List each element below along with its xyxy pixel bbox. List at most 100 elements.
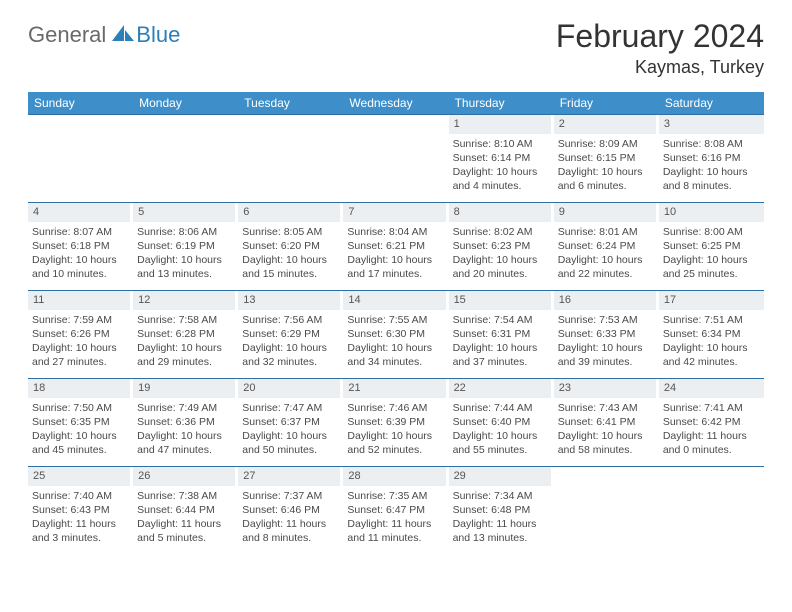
day-line: Sunset: 6:39 PM [347,415,442,429]
day-line: Daylight: 10 hours [347,429,442,443]
day-body: Sunrise: 7:51 AMSunset: 6:34 PMDaylight:… [659,310,764,376]
day-line: Sunset: 6:36 PM [137,415,232,429]
day-body: Sunrise: 8:05 AMSunset: 6:20 PMDaylight:… [238,222,343,288]
day-number: 28 [343,467,448,486]
day-body: Sunrise: 7:47 AMSunset: 6:37 PMDaylight:… [238,398,343,464]
day-line: Sunset: 6:28 PM [137,327,232,341]
day-cell: 15Sunrise: 7:54 AMSunset: 6:31 PMDayligh… [449,291,554,379]
day-line: Sunset: 6:40 PM [453,415,548,429]
day-number: 3 [659,115,764,134]
day-number: 22 [449,379,554,398]
day-body: Sunrise: 7:37 AMSunset: 6:46 PMDaylight:… [238,486,343,552]
day-line: Sunrise: 7:44 AM [453,401,548,415]
day-line: and 15 minutes. [242,267,337,281]
weekday-header-row: SundayMondayTuesdayWednesdayThursdayFrid… [28,92,764,115]
day-cell [343,115,448,203]
day-cell: 18Sunrise: 7:50 AMSunset: 6:35 PMDayligh… [28,379,133,467]
day-line: Sunset: 6:33 PM [558,327,653,341]
day-line: Sunset: 6:42 PM [663,415,758,429]
day-cell [133,115,238,203]
day-cell: 25Sunrise: 7:40 AMSunset: 6:43 PMDayligh… [28,467,133,555]
day-line: Sunset: 6:15 PM [558,151,653,165]
day-line: and 13 minutes. [453,531,548,545]
day-cell: 19Sunrise: 7:49 AMSunset: 6:36 PMDayligh… [133,379,238,467]
day-line: Sunrise: 8:07 AM [32,225,127,239]
day-number: 1 [449,115,554,134]
day-number: 2 [554,115,659,134]
day-line: Daylight: 10 hours [32,341,127,355]
day-line: Sunrise: 7:38 AM [137,489,232,503]
logo: General Blue [28,18,180,48]
day-line: Daylight: 11 hours [663,429,758,443]
day-line: Sunset: 6:44 PM [137,503,232,517]
day-body: Sunrise: 7:41 AMSunset: 6:42 PMDaylight:… [659,398,764,464]
day-line: Sunrise: 7:55 AM [347,313,442,327]
day-line: Daylight: 11 hours [453,517,548,531]
day-number: 8 [449,203,554,222]
day-number: 4 [28,203,133,222]
day-line: and 39 minutes. [558,355,653,369]
day-number: 15 [449,291,554,310]
day-body: Sunrise: 7:38 AMSunset: 6:44 PMDaylight:… [133,486,238,552]
day-body: Sunrise: 7:53 AMSunset: 6:33 PMDaylight:… [554,310,659,376]
day-body: Sunrise: 8:09 AMSunset: 6:15 PMDaylight:… [554,134,659,200]
day-line: Sunset: 6:30 PM [347,327,442,341]
day-cell: 3Sunrise: 8:08 AMSunset: 6:16 PMDaylight… [659,115,764,203]
day-line: Sunrise: 7:43 AM [558,401,653,415]
day-line: Sunrise: 8:02 AM [453,225,548,239]
day-line: Daylight: 10 hours [137,429,232,443]
day-body: Sunrise: 7:34 AMSunset: 6:48 PMDaylight:… [449,486,554,552]
day-line: Sunrise: 7:54 AM [453,313,548,327]
day-body: Sunrise: 7:49 AMSunset: 6:36 PMDaylight:… [133,398,238,464]
day-line: Sunset: 6:16 PM [663,151,758,165]
day-number: 11 [28,291,133,310]
day-cell: 16Sunrise: 7:53 AMSunset: 6:33 PMDayligh… [554,291,659,379]
day-line: Sunset: 6:41 PM [558,415,653,429]
day-line: Sunrise: 7:37 AM [242,489,337,503]
day-line: and 45 minutes. [32,443,127,457]
day-line: Sunset: 6:48 PM [453,503,548,517]
day-number: 19 [133,379,238,398]
day-line: Daylight: 10 hours [453,341,548,355]
day-number: 20 [238,379,343,398]
day-number: 29 [449,467,554,486]
day-cell: 13Sunrise: 7:56 AMSunset: 6:29 PMDayligh… [238,291,343,379]
day-line: Daylight: 10 hours [347,253,442,267]
sail-icon [110,23,136,48]
day-number: 12 [133,291,238,310]
week-row: 11Sunrise: 7:59 AMSunset: 6:26 PMDayligh… [28,291,764,379]
logo-text-general: General [28,22,106,48]
day-number: 17 [659,291,764,310]
day-line: Sunrise: 7:51 AM [663,313,758,327]
day-line: Daylight: 10 hours [242,253,337,267]
day-cell: 27Sunrise: 7:37 AMSunset: 6:46 PMDayligh… [238,467,343,555]
day-number: 7 [343,203,448,222]
day-body: Sunrise: 7:58 AMSunset: 6:28 PMDaylight:… [133,310,238,376]
day-line: Sunset: 6:34 PM [663,327,758,341]
header: General Blue February 2024 Kaymas, Turke… [28,18,764,78]
day-line: Daylight: 10 hours [558,165,653,179]
day-cell: 1Sunrise: 8:10 AMSunset: 6:14 PMDaylight… [449,115,554,203]
day-line: Daylight: 10 hours [137,341,232,355]
day-line: and 27 minutes. [32,355,127,369]
day-body: Sunrise: 8:02 AMSunset: 6:23 PMDaylight:… [449,222,554,288]
day-line: Sunrise: 7:34 AM [453,489,548,503]
day-line: Sunset: 6:20 PM [242,239,337,253]
day-line: Daylight: 10 hours [558,341,653,355]
day-cell: 21Sunrise: 7:46 AMSunset: 6:39 PMDayligh… [343,379,448,467]
day-line: Sunrise: 7:47 AM [242,401,337,415]
day-line: Daylight: 10 hours [242,429,337,443]
day-line: Daylight: 11 hours [137,517,232,531]
day-line: Daylight: 10 hours [558,253,653,267]
day-line: and 58 minutes. [558,443,653,457]
calendar-table: SundayMondayTuesdayWednesdayThursdayFrid… [28,92,764,555]
day-line: Sunrise: 7:56 AM [242,313,337,327]
day-line: Daylight: 10 hours [453,165,548,179]
day-line: Daylight: 10 hours [453,253,548,267]
weekday-header: Saturday [659,92,764,115]
day-line: Sunset: 6:46 PM [242,503,337,517]
day-body: Sunrise: 8:04 AMSunset: 6:21 PMDaylight:… [343,222,448,288]
day-cell: 29Sunrise: 7:34 AMSunset: 6:48 PMDayligh… [449,467,554,555]
day-body: Sunrise: 8:00 AMSunset: 6:25 PMDaylight:… [659,222,764,288]
week-row: 18Sunrise: 7:50 AMSunset: 6:35 PMDayligh… [28,379,764,467]
